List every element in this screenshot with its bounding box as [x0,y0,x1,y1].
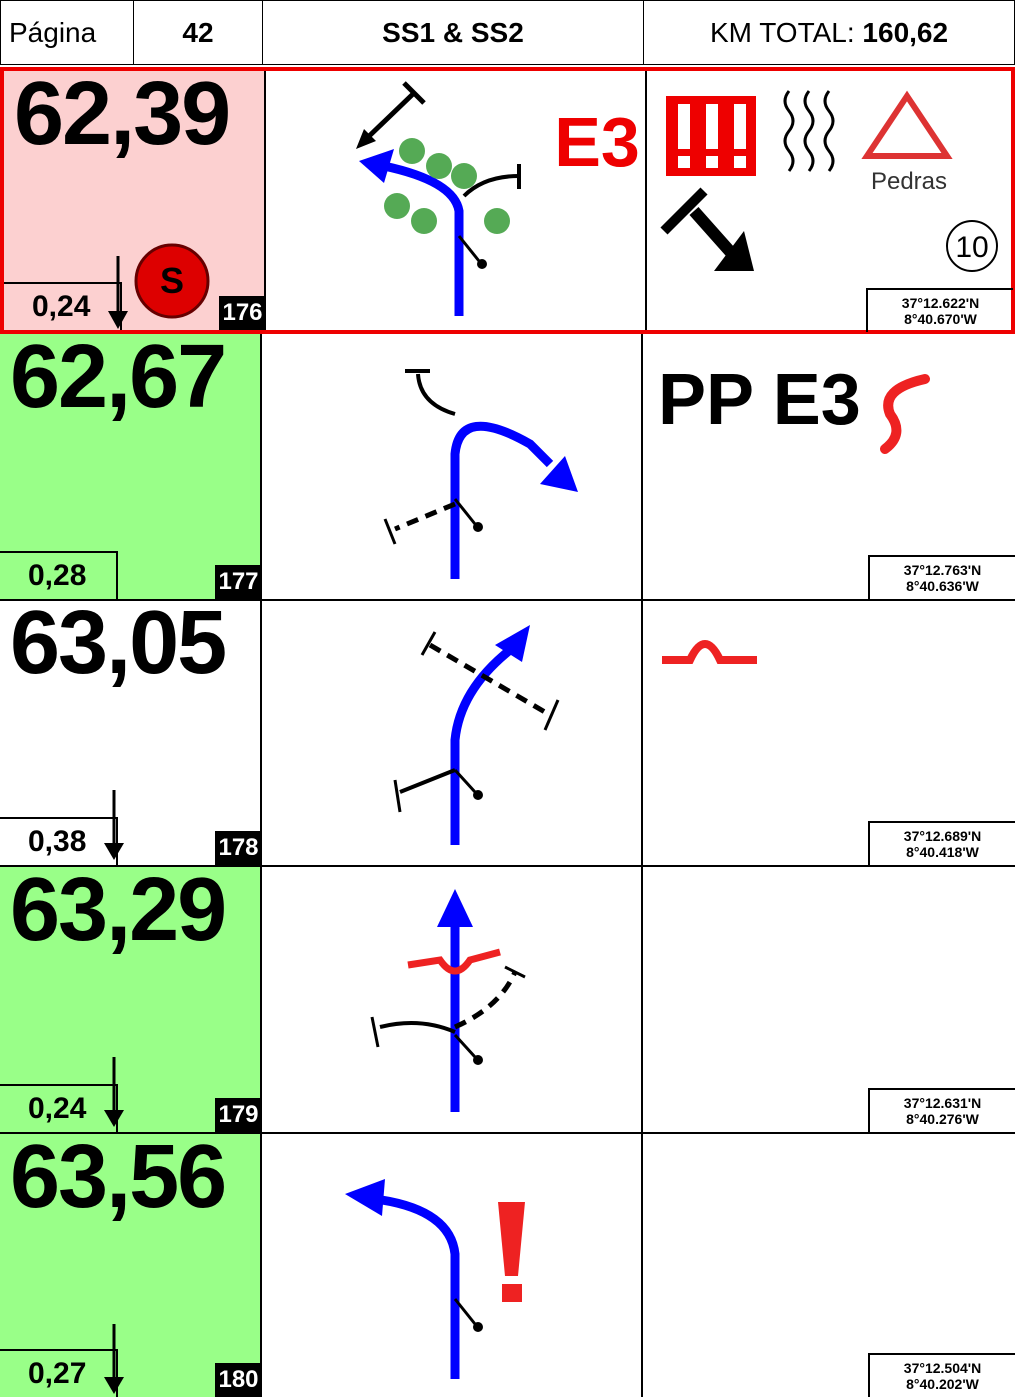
note: E3 [554,103,640,181]
drawing-cell [262,867,643,1132]
total: 62,67 [10,327,227,427]
partial: 0,27 [0,1349,118,1397]
badge: S [160,260,184,301]
total: 62,39 [14,64,231,164]
total: 63,56 [10,1127,227,1227]
drawing [104,889,526,1127]
lon: 8°40.202'W [906,1376,979,1392]
page-number: 42 [133,0,263,65]
lon: 8°40.418'W [906,844,979,860]
lon: 8°40.276'W [906,1111,979,1127]
number: 177 [215,565,262,599]
total-cell: 63,29 0,24 179 [0,860,262,1132]
lat: 37°12.689'N [903,828,982,844]
row: 62,67 0,28 177 PP E3 37°12.763'N 8°40.636… [0,327,1015,601]
circle-number: 10 [955,231,988,264]
number: 178 [215,831,262,865]
drawing: PP E3 [383,360,930,579]
lat: 37°12.631'N [903,1095,982,1111]
drawing [104,625,757,860]
drawing [104,1179,525,1394]
number: 180 [215,1363,262,1397]
row: 63,05 0,38 178 37°12.689'N 8°40.418'W [0,593,1015,867]
row: 63,29 0,24 179 37°12.631'N 8°40.276'W [0,860,1015,1134]
lat: 37°12.763'N [903,562,982,578]
drawing-cell [266,71,647,330]
km-total: 160,62 [862,16,949,48]
lat: 37°12.622'N [901,295,980,311]
sign: Pedras [871,168,947,195]
note: PP E3 [658,360,861,440]
coordinates: 37°12.622'N 8°40.670'W [866,288,1013,332]
total-cell: 62,39 0,24 176 [4,64,266,330]
drawing-cell [262,1134,643,1397]
coordinates: 37°12.504'N 8°40.202'W [868,1353,1015,1397]
drawing-cell [262,334,643,599]
drawing-cell [262,600,643,865]
lon: 8°40.670'W [904,311,977,327]
drawing: S E3 Pedras 10 [108,81,998,329]
coordinates: 37°12.631'N 8°40.276'W [868,1088,1015,1132]
lon: 8°40.636'W [906,578,979,594]
total: 63,29 [10,860,227,960]
total-cell: 63,05 0,38 178 [0,593,262,865]
row: 63,56 0,27 180 37°12.504'N 8°40.202'W [0,1127,1015,1397]
partial: 0,24 [0,1084,118,1132]
partial: 0,24 [4,282,122,330]
coordinates: 37°12.763'N 8°40.636'W [868,555,1015,599]
lat: 37°12.504'N [903,1360,982,1376]
stage: SS1 & SS2 [262,0,644,65]
page-label: Página [0,0,134,65]
total-cell: 63,56 0,27 180 [0,1127,262,1397]
row: 62,39 0,24 176 S E3 Pedras 10 37°12.622'… [0,64,1015,334]
total: 63,05 [10,593,227,693]
km-label: KM TOTAL: [709,16,855,48]
km-total-cell: KM TOTAL: 160,62 [643,0,1015,65]
total-cell: 62,67 0,28 177 [0,327,262,599]
coordinates: 37°12.689'N 8°40.418'W [868,821,1015,865]
number: 179 [215,1098,262,1132]
partial: 0,28 [0,551,118,599]
partial: 0,38 [0,817,118,865]
number: 176 [219,296,266,330]
